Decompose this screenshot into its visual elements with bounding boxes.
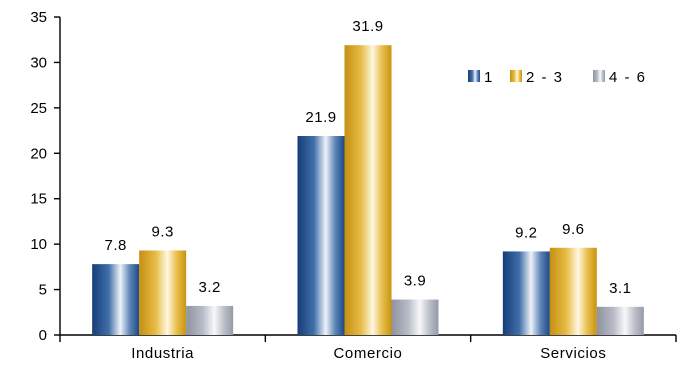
data-label: 21.9 bbox=[305, 109, 336, 126]
y-tick-label: 5 bbox=[39, 282, 47, 299]
x-axis: Industria Comercio Servicios bbox=[59, 334, 677, 362]
data-label: 31.9 bbox=[352, 18, 383, 35]
data-label: 9.3 bbox=[151, 224, 173, 241]
legend-label: 4 - 6 bbox=[609, 69, 647, 86]
bars bbox=[92, 45, 644, 336]
category-label: Servicios bbox=[540, 345, 606, 362]
bar bbox=[391, 299, 439, 335]
y-axis: 0 5 10 15 20 25 30 35 bbox=[30, 9, 61, 344]
y-tick-label: 10 bbox=[30, 236, 47, 253]
y-tick-label: 35 bbox=[30, 9, 47, 26]
legend-label: 1 bbox=[484, 69, 494, 86]
bar bbox=[139, 250, 187, 335]
bar bbox=[596, 306, 644, 335]
data-label: 3.1 bbox=[609, 280, 631, 297]
bar bbox=[502, 251, 550, 335]
bar bbox=[186, 305, 234, 335]
legend-swatch bbox=[468, 70, 480, 82]
data-labels: 7.8 9.3 3.2 21.9 31.9 3.9 9.2 9.6 3.1 bbox=[104, 18, 631, 297]
legend: 1 2 - 3 4 - 6 bbox=[468, 69, 647, 86]
category-label: Comercio bbox=[334, 345, 403, 362]
bar bbox=[549, 247, 597, 335]
y-tick-label: 0 bbox=[39, 327, 47, 344]
y-tick-label: 25 bbox=[30, 100, 47, 117]
data-label: 9.6 bbox=[562, 221, 584, 238]
y-tick-label: 15 bbox=[30, 191, 47, 208]
data-label: 3.9 bbox=[404, 273, 426, 290]
data-label: 7.8 bbox=[104, 237, 126, 254]
category-label: Industria bbox=[131, 345, 194, 362]
bar bbox=[344, 45, 392, 336]
y-tick-label: 30 bbox=[30, 54, 47, 71]
y-tick-label: 20 bbox=[30, 145, 47, 162]
bar bbox=[92, 264, 140, 335]
data-label: 9.2 bbox=[515, 224, 537, 241]
legend-swatch bbox=[593, 70, 605, 82]
bar bbox=[297, 136, 345, 335]
data-label: 3.2 bbox=[198, 279, 220, 296]
legend-label: 2 - 3 bbox=[526, 69, 564, 86]
legend-swatch bbox=[510, 70, 522, 82]
